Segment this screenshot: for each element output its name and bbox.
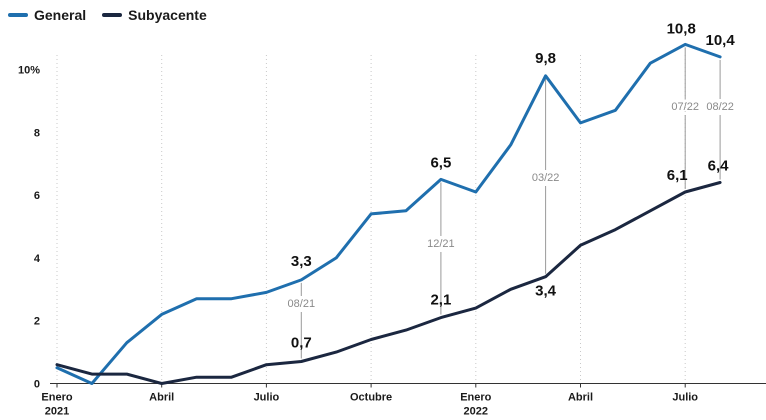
y-tick-label: 10% [18,65,40,77]
legend-label-general: General [34,7,87,23]
data-label: 3,3 [291,253,312,270]
data-label: 6,4 [708,158,730,175]
line-general [55,42,722,385]
x-tick-label-line: Enero [460,392,491,404]
date-annotation: 08/21 [288,298,316,310]
data-label: 10,8 [667,20,696,37]
data-label: 2,1 [430,292,451,309]
axes: 0 2 4 6 8 10% Enero 2021 Abril Julio Octubre Enero 2… [18,65,766,418]
y-tick-label: 2 [34,316,40,328]
data-label: 10,4 [705,32,735,49]
gridlines [56,55,686,384]
x-tick-label: Abril [568,392,593,404]
y-tick-label: 4 [34,253,41,265]
legend-item-subyacente: Subyacente [102,7,207,23]
x-tick-label: Abril [149,392,174,404]
date-annotation: 08/22 [706,101,734,113]
x-tick-label: Octubre [350,392,392,404]
x-tick-label-line: Abril [149,392,174,404]
x-tick-label: Julio [672,392,698,404]
legend-swatch-general [8,13,28,17]
legend-swatch-subyacente [102,13,123,17]
x-tick-label-line: Octubre [350,392,392,404]
leader-lines: 08/21 12/21 03/22 07/22 08/22 [288,47,734,359]
legend-item-general: General [8,7,86,23]
data-label: 3,4 [535,283,557,300]
data-label: 9,8 [535,50,556,67]
date-annotation: 12/21 [427,238,455,250]
legend: General Subyacente [8,7,207,23]
data-labels: 3,3 6,5 9,8 10,8 10,4 0,7 2,1 3,4 6,1 6,4 [291,20,735,351]
x-tick-label: Enero 2022 [460,392,491,418]
x-tick-label-line: Enero [41,392,72,404]
line-subyacente [55,181,722,385]
series-lines [55,42,722,385]
y-tick-label: 6 [34,190,40,202]
y-tick-label: 0 [34,379,40,391]
x-tick-label-line: Abril [568,392,593,404]
x-tick-label-line: 2022 [464,406,488,418]
y-tick-label: 8 [34,127,40,139]
date-annotation: 03/22 [532,172,560,184]
data-label: 6,1 [667,167,688,184]
x-tick-label: Julio [254,392,280,404]
x-tick-label-line: Julio [672,392,698,404]
data-label: 0,7 [291,335,312,352]
data-label: 6,5 [430,154,451,171]
legend-label-subyacente: Subyacente [128,7,207,23]
x-tick-label: Enero 2021 [41,392,72,418]
date-annotation: 07/22 [671,101,699,113]
x-tick-label-line: Julio [254,392,280,404]
x-tick-label-line: 2021 [45,406,69,418]
